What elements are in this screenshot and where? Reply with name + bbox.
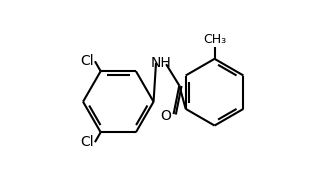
Text: Cl: Cl xyxy=(81,135,94,149)
Text: Cl: Cl xyxy=(81,54,94,68)
Text: O: O xyxy=(160,109,171,123)
Text: CH₃: CH₃ xyxy=(203,33,226,46)
Text: NH: NH xyxy=(150,56,171,70)
